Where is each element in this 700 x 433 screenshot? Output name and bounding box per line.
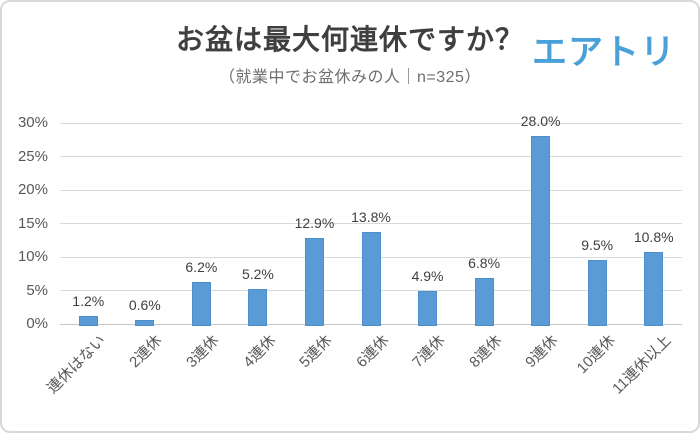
bar bbox=[644, 251, 664, 326]
bar-value-label: 13.8% bbox=[351, 208, 391, 225]
y-axis-tick-label: 25% bbox=[17, 147, 48, 165]
chart-subtitle: （就業中でお盆休みの人｜n=325） bbox=[219, 69, 481, 86]
bar-value-label: 5.2% bbox=[241, 266, 274, 283]
bar bbox=[248, 289, 268, 326]
x-axis-tick-label: 6連休 bbox=[352, 332, 393, 372]
x-axis-tick-label: 7連休 bbox=[409, 332, 449, 372]
bar bbox=[304, 237, 324, 326]
y-axis-tick-label: 10% bbox=[17, 248, 48, 265]
bar-value-label: 4.9% bbox=[411, 268, 444, 285]
gridline bbox=[60, 156, 682, 157]
chart-title: お盆は最大何連休ですか？ bbox=[175, 24, 524, 55]
bar bbox=[531, 136, 551, 326]
bar bbox=[361, 231, 381, 326]
bar bbox=[474, 278, 494, 326]
gridline bbox=[60, 223, 682, 224]
x-axis-tick-label: 11連休以上 bbox=[609, 332, 675, 398]
bar bbox=[418, 291, 438, 326]
x-axis-tick-label: 3連休 bbox=[183, 332, 223, 372]
bar bbox=[191, 282, 211, 326]
x-axis-tick-label: 8連休 bbox=[465, 332, 506, 372]
bar-value-label: 0.6% bbox=[128, 296, 161, 313]
y-axis-tick-label: 5% bbox=[26, 281, 48, 299]
x-axis-tick-label: 連休はない bbox=[44, 332, 110, 398]
x-axis-tick-label: 2連休 bbox=[126, 332, 166, 372]
bar bbox=[587, 260, 607, 326]
bar-value-label: 6.2% bbox=[185, 259, 218, 276]
bar-value-label: 6.8% bbox=[468, 255, 501, 272]
x-axis-tick-label: 10連休 bbox=[573, 332, 619, 378]
x-axis-tick-label: 5連休 bbox=[296, 332, 336, 372]
gridline bbox=[60, 189, 682, 191]
bar-value-label: 10.8% bbox=[633, 228, 674, 245]
bar bbox=[78, 315, 98, 326]
gridline bbox=[60, 122, 682, 124]
y-axis-tick-label: 30% bbox=[17, 114, 48, 131]
bar-value-label: 28.0% bbox=[520, 113, 561, 130]
bar-value-label: 1.2% bbox=[72, 292, 105, 309]
x-axis-tick-label: 9連休 bbox=[522, 332, 562, 372]
bar-value-label: 9.5% bbox=[581, 237, 614, 254]
y-axis-tick-label: 20% bbox=[17, 181, 48, 198]
airtrip-logo: エアトリ bbox=[531, 33, 676, 72]
bar bbox=[135, 319, 155, 326]
bar-value-label: 12.9% bbox=[294, 214, 335, 231]
y-axis-tick-label: 0% bbox=[26, 315, 48, 332]
y-axis-tick-label: 15% bbox=[17, 214, 48, 232]
x-axis-tick-label: 4連休 bbox=[239, 332, 279, 372]
